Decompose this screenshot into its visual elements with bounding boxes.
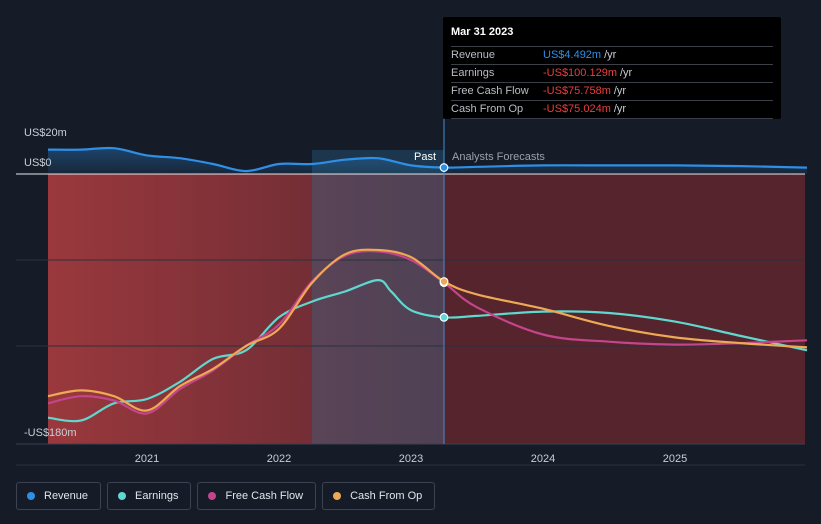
tooltip-row-label: Earnings [451,67,495,79]
y-label-bottom: -US$180m [24,427,77,439]
tooltip-row: Revenue US$4.492m/yr [451,46,773,64]
marker-revenue[interactable] [439,163,449,172]
legend: Revenue Earnings Free Cash Flow Cash From O… [16,482,436,512]
series-line-free-cash-flow [47,249,808,415]
legend-dot-icon [208,492,217,500]
x-tick-label: 2025 [663,453,687,465]
past-label: Past [414,151,436,163]
marker-cash-from-op[interactable] [439,277,449,286]
tooltip-row-label: Cash From Op [451,103,524,115]
x-tick-label: 2024 [531,453,555,465]
series-line-revenue [47,146,808,173]
legend-item-free-cash-flow[interactable]: Free Cash Flow [197,482,317,510]
tooltip-date: Mar 31 2023 [451,26,514,38]
x-tick-label: 2021 [135,453,159,465]
marker-earnings[interactable] [439,312,449,322]
tooltip-row-unit: /yr [613,85,627,97]
tooltip-row-value: -US$75.024m [543,103,611,115]
x-tick-label: 2022 [267,453,291,465]
legend-dot-icon [118,492,127,500]
forecast-negative-fill [444,174,805,444]
legend-label: Cash From Op [350,490,423,502]
tooltip-row-unit: /yr [613,103,627,115]
y-label-zero: US$0 [24,157,52,169]
forecast-label: Analysts Forecasts [452,151,545,163]
tooltip: Mar 31 2023 Revenue US$4.492m/yr Earnings -… [443,17,781,119]
series-line-cash-from-op [47,248,808,412]
tooltip-row-label: Free Cash Flow [451,85,529,97]
highlight-band [312,150,444,444]
tooltip-row: Cash From Op -US$75.024m/yr [451,100,773,119]
series-line-earnings [47,279,808,423]
tooltip-row-value: -US$75.758m [543,85,611,97]
legend-item-cash-from-op[interactable]: Cash From Op [322,482,436,510]
revenue-area [48,147,807,174]
past-negative-fill [48,174,444,444]
tooltip-row-value: US$4.492m [543,49,602,61]
legend-item-earnings[interactable]: Earnings [107,482,192,510]
tooltip-row-value: -US$100.129m [543,67,617,79]
y-label-top: US$20m [24,127,67,139]
tooltip-row: Free Cash Flow -US$75.758m/yr [451,82,773,100]
legend-label: Revenue [44,490,89,502]
legend-dot-icon [27,492,35,500]
tooltip-row-unit: /yr [620,67,633,79]
tooltip-row: Earnings -US$100.129m/yr [451,64,773,82]
x-tick-label: 2023 [399,453,423,465]
legend-label: Earnings [135,490,179,502]
legend-dot-icon [333,492,342,500]
tooltip-row-label: Revenue [451,49,496,61]
legend-label: Free Cash Flow [225,490,304,502]
legend-item-revenue[interactable]: Revenue [16,482,102,510]
tooltip-row-unit: /yr [604,49,617,61]
